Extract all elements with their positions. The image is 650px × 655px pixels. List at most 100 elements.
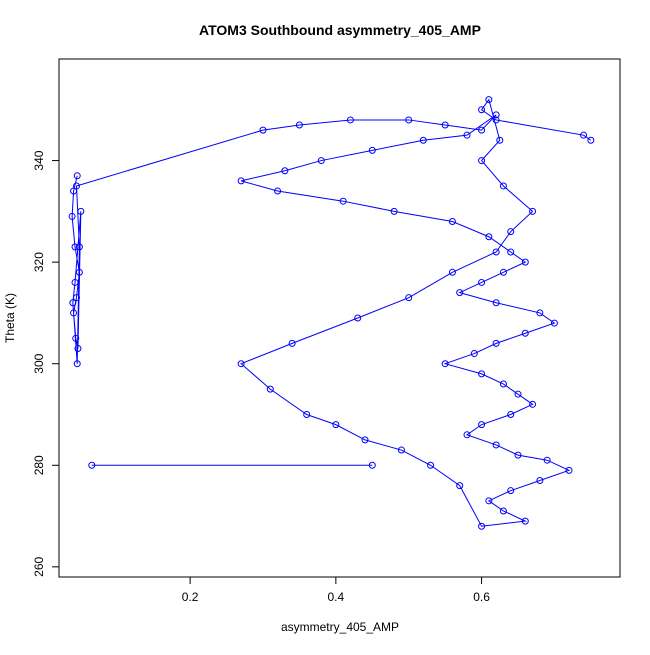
data-point [478, 126, 486, 134]
data-point [478, 370, 486, 378]
data-point [492, 116, 500, 124]
data-point [485, 233, 493, 241]
y-axis-label: Theta (K) [3, 293, 17, 343]
data-point [368, 146, 376, 154]
data-point [390, 207, 398, 215]
data-point [397, 446, 405, 454]
data-point [361, 436, 369, 444]
data-point [70, 187, 78, 195]
data-point [529, 207, 537, 215]
data-point [448, 218, 456, 226]
data-point [521, 258, 529, 266]
data-point [75, 243, 83, 251]
data-point [499, 268, 507, 276]
data-point [74, 344, 82, 352]
data-point [565, 466, 573, 474]
data-point [580, 131, 588, 139]
data-point [492, 441, 500, 449]
data-point [71, 278, 79, 286]
x-tick-label: 0.4 [328, 590, 345, 604]
data-point [499, 380, 507, 388]
data-point [339, 197, 347, 205]
y-axis: 260 280 300 320 340 [32, 150, 59, 577]
data-point [456, 482, 464, 490]
series-line [71, 98, 592, 527]
data-point [88, 461, 96, 469]
data-point [317, 157, 325, 165]
data-point [492, 339, 500, 347]
data-point [507, 410, 515, 418]
data-point [529, 400, 537, 408]
x-axis: 0.2 0.4 0.6 [182, 577, 490, 604]
data-point [281, 167, 289, 175]
data-point [543, 456, 551, 464]
data-point [496, 136, 504, 144]
data-point [514, 390, 522, 398]
data-point [521, 517, 529, 525]
data-point [507, 487, 515, 495]
data-point [478, 421, 486, 429]
data-point [499, 182, 507, 190]
data-point [478, 522, 486, 530]
data-point [259, 126, 267, 134]
data-point [405, 116, 413, 124]
data-point [73, 360, 81, 368]
y-tick-label: 340 [32, 150, 46, 170]
data-point [69, 299, 77, 307]
data-point [237, 177, 245, 185]
x-axis-label: asymmetry_405_AMP [281, 620, 399, 634]
data-point [68, 212, 76, 220]
data-point [521, 329, 529, 337]
y-tick-label: 280 [32, 455, 46, 475]
data-point [75, 268, 83, 276]
data-point [507, 228, 515, 236]
data-point [71, 243, 79, 251]
data-point [274, 187, 282, 195]
data-point [478, 157, 486, 165]
plot-area [68, 96, 595, 530]
data-point [419, 136, 427, 144]
data-point [485, 497, 493, 505]
data-point [441, 121, 449, 129]
data-point [427, 461, 435, 469]
data-point [405, 294, 413, 302]
data-point [536, 477, 544, 485]
data-point [77, 207, 85, 215]
data-point [507, 248, 515, 256]
data-point [72, 182, 80, 190]
y-tick-label: 320 [32, 252, 46, 272]
data-point [456, 289, 464, 297]
data-point [266, 385, 274, 393]
data-point [499, 507, 507, 515]
y-tick-label: 300 [32, 353, 46, 373]
data-point [492, 248, 500, 256]
data-point [346, 116, 354, 124]
chart-title: ATOM3 Southbound asymmetry_405_AMP [199, 22, 481, 38]
x-tick-label: 0.6 [473, 590, 490, 604]
data-point [70, 309, 78, 317]
data-point [478, 106, 486, 114]
data-point [478, 278, 486, 286]
data-point [463, 131, 471, 139]
data-point [448, 268, 456, 276]
data-point [368, 461, 376, 469]
data-point [72, 294, 80, 302]
data-point [288, 339, 296, 347]
data-point [332, 421, 340, 429]
data-point [73, 172, 81, 180]
data-point [237, 360, 245, 368]
data-point [441, 360, 449, 368]
data-point [485, 96, 493, 104]
y-tick-label: 260 [32, 557, 46, 577]
data-point [550, 319, 558, 327]
data-point [72, 334, 80, 342]
x-tick-label: 0.2 [182, 590, 199, 604]
data-point [536, 309, 544, 317]
data-point [295, 121, 303, 129]
data-point [492, 299, 500, 307]
data-point [514, 451, 522, 459]
data-point [492, 111, 500, 119]
